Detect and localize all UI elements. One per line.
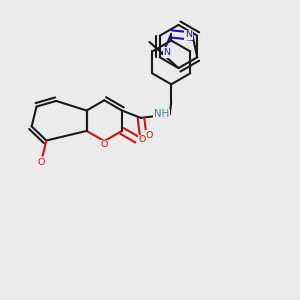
Text: O: O [37,158,45,167]
Text: N: N [185,31,192,40]
Text: O: O [100,140,108,149]
Text: O: O [139,135,146,144]
Text: O: O [146,131,153,140]
Text: N: N [163,48,170,57]
Text: NH: NH [154,109,169,119]
